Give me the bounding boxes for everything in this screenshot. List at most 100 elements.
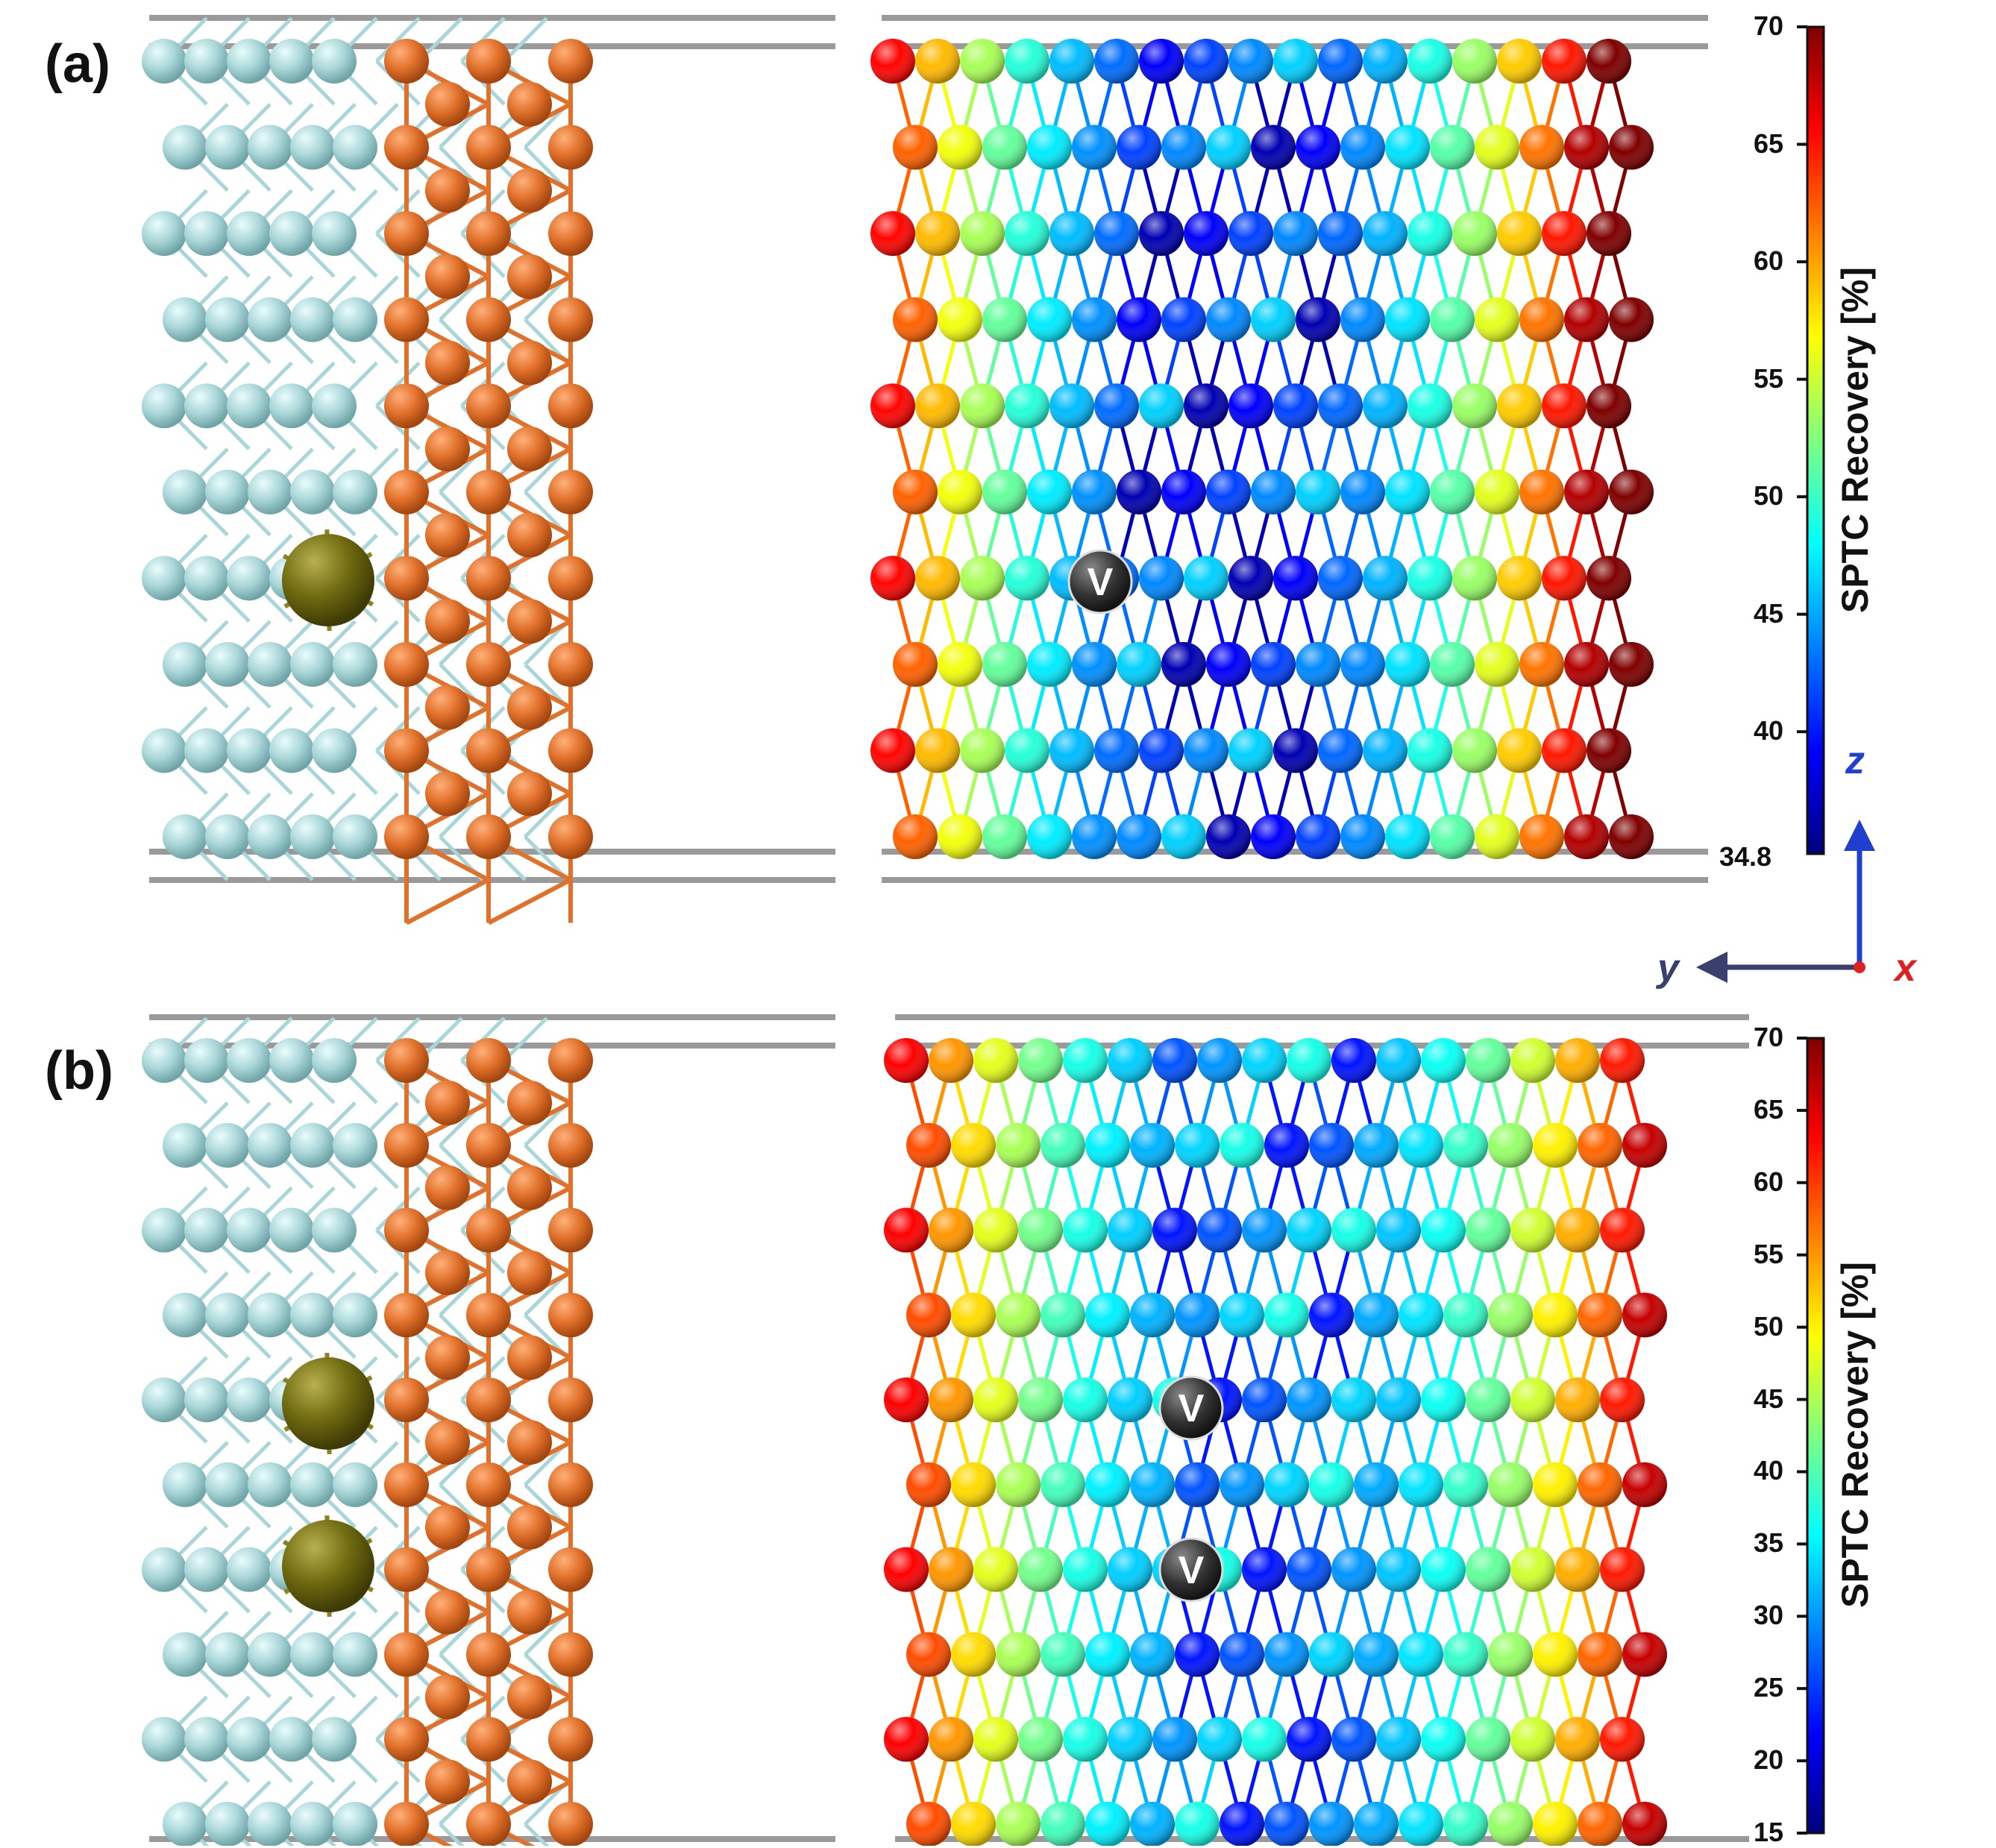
- atom-shading: [1072, 641, 1117, 687]
- boundary-atom: [507, 1674, 552, 1720]
- matrix-atom: [248, 1802, 292, 1846]
- atom-shading: [1130, 1292, 1175, 1338]
- boundary-atom: [466, 1207, 511, 1253]
- atom-shading: [1466, 1547, 1510, 1592]
- boundary-atom: [384, 1377, 429, 1423]
- atom-shading: [1184, 39, 1228, 84]
- matrix-atom: [248, 1632, 292, 1677]
- colorbar-tick-label: 60: [1754, 1166, 1784, 1197]
- boundary-atom: [425, 1250, 470, 1295]
- atom-shading: [884, 1377, 929, 1423]
- matrix-atom: [163, 814, 207, 859]
- boundary-atom: [384, 383, 429, 429]
- matrix-bond: [375, 1398, 421, 1444]
- atom-shading: [1242, 1717, 1287, 1762]
- atom-shading: [1600, 1547, 1645, 1592]
- atom-shading: [1497, 556, 1542, 601]
- boundary-atom: [548, 1377, 593, 1423]
- x-axis-arrow: [1854, 961, 1865, 973]
- atom-shading: [1443, 1292, 1488, 1338]
- matrix-atom: [290, 1292, 335, 1338]
- atom-shading: [951, 1632, 996, 1677]
- atom-shading: [1519, 125, 1564, 170]
- atom-shading: [1354, 1802, 1399, 1846]
- atom-shading: [1296, 469, 1340, 515]
- atom-shading: [1542, 556, 1587, 601]
- boundary-atom: [507, 1250, 552, 1295]
- atom-shading: [1430, 297, 1475, 342]
- atom-shading: [1399, 1632, 1443, 1677]
- colorbar-tick-label: 20: [1754, 1744, 1784, 1776]
- atom-shading: [929, 1547, 973, 1592]
- atom-shading: [1587, 556, 1631, 601]
- atom-shading: [1018, 1038, 1063, 1083]
- atom-shading: [1130, 1462, 1175, 1507]
- atom-shading: [1273, 728, 1318, 773]
- atom-shading: [1475, 641, 1519, 687]
- atom-shading: [1264, 1462, 1309, 1507]
- vacancy-label: V: [1179, 1387, 1205, 1430]
- matrix-atom: [142, 383, 186, 429]
- boundary-atom: [425, 1674, 470, 1720]
- boundary-atom: [425, 512, 470, 558]
- matrix-bond: [375, 361, 421, 407]
- atom-shading: [1609, 814, 1654, 859]
- matrix-atom: [269, 728, 314, 773]
- boundary-atom: [548, 814, 593, 859]
- matrix-atom: [227, 1717, 272, 1762]
- atom-shading: [1063, 1038, 1108, 1083]
- atom-shading: [1206, 641, 1251, 687]
- atom-shading: [1027, 641, 1072, 687]
- atom-shading: [1175, 1122, 1220, 1168]
- matrix-atom: [290, 125, 335, 170]
- matrix-atom: [248, 125, 292, 170]
- atom-shading: [1228, 556, 1273, 601]
- atom-shading: [1175, 1802, 1220, 1846]
- matrix-atom: [312, 39, 357, 84]
- atom-shading: [1475, 297, 1519, 342]
- boundary-atom: [507, 1165, 552, 1210]
- atom-shading: [1242, 1547, 1287, 1592]
- atom-shading: [1542, 728, 1587, 773]
- matrix-atom: [205, 297, 250, 342]
- panel-a-right-recovery-map: V: [870, 15, 1708, 883]
- atom-shading: [1354, 1632, 1399, 1677]
- atom-shading: [996, 1292, 1041, 1338]
- atom-shading: [1072, 469, 1117, 515]
- boundary-atom: [507, 1080, 552, 1125]
- boundary-atom: [384, 728, 429, 773]
- atom-shading: [1094, 383, 1139, 429]
- atom-shading: [1519, 814, 1564, 859]
- boundary-atom: [466, 1038, 511, 1083]
- atom-shading: [1533, 1462, 1578, 1507]
- atom-shading: [1018, 1547, 1063, 1592]
- atom-shading: [1175, 1292, 1220, 1338]
- atom-shading: [1452, 728, 1497, 773]
- boundary-atom: [425, 1335, 470, 1380]
- atom-shading: [1564, 469, 1609, 515]
- atom-shading: [1443, 1802, 1488, 1846]
- matrix-atom: [312, 383, 357, 429]
- atom-shading: [1407, 556, 1452, 601]
- atom-shading: [973, 1717, 1018, 1762]
- colorbar-tick-label: 25: [1754, 1672, 1784, 1703]
- atom-shading: [1385, 125, 1430, 170]
- atom-shading: [996, 1632, 1041, 1677]
- atom-shading: [1587, 728, 1631, 773]
- atom-shading: [1220, 1632, 1264, 1677]
- boundary-atom: [548, 1717, 593, 1762]
- y-axis-label: y: [1657, 946, 1679, 990]
- atom-shading: [1005, 39, 1049, 84]
- matrix-atom: [227, 39, 272, 84]
- boundary-atom: [548, 1292, 593, 1338]
- atom-shading: [1220, 1462, 1264, 1507]
- boundary-atom: [466, 641, 511, 687]
- atom-shading: [1331, 1377, 1376, 1423]
- atom-shading: [1296, 297, 1340, 342]
- boundary-atom: [548, 383, 593, 429]
- colorbar-tick-label: 70: [1754, 10, 1784, 41]
- matrix-bond: [524, 1823, 550, 1846]
- atom-shading: [1041, 1802, 1085, 1846]
- boundary-atom: [466, 728, 511, 773]
- atom-shading: [1622, 1462, 1667, 1507]
